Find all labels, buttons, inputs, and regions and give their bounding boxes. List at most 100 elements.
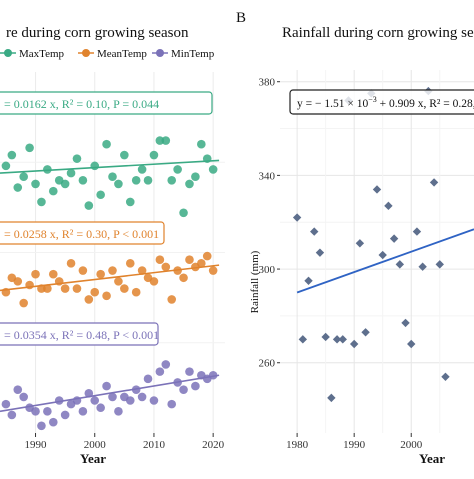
point-maxtemp — [125, 197, 135, 207]
panel-b-x-ticks: 1980 1990 2000 — [286, 433, 423, 451]
rainfall-point — [412, 227, 422, 236]
point-mintemp — [72, 396, 82, 405]
point-maxtemp — [120, 150, 129, 160]
panel-b-x-tick-label: 2000 — [400, 439, 423, 451]
point-meantemp — [108, 266, 117, 275]
point-maxtemp — [108, 172, 117, 181]
annotation-prefix: y = − 1.51 × 10 — [297, 98, 368, 110]
point-maxtemp — [13, 183, 23, 192]
point-mintemp — [149, 396, 159, 405]
rainfall-point — [298, 335, 308, 344]
point-meantemp — [1, 287, 11, 297]
annotation-text-meantemp: = 0.0258 x, R² = 0.30, P < 0.001 — [4, 227, 159, 241]
legend-label-mintemp: MinTemp — [171, 48, 215, 60]
annotation-text-mintemp: = 0.0354 x, R² = 0.48, P < 0.001 — [4, 328, 159, 342]
point-meantemp — [54, 277, 64, 286]
point-mintemp — [125, 396, 135, 405]
panel-a: re during corn growing season MaxTemp Mea… — [0, 25, 225, 466]
point-mintemp — [108, 392, 117, 402]
panel-b-trend-line-segment — [296, 228, 474, 294]
point-maxtemp — [31, 179, 40, 189]
panel-a-x-tick-label: 2000 — [84, 439, 107, 451]
panel-a-title: re during corn growing season — [6, 25, 189, 41]
trend-line-mintemp — [0, 374, 220, 413]
annotation-suffix: + 0.909 x, R² = 0.28, P — [377, 98, 474, 110]
panel-b-x-tick-label: 1990 — [343, 439, 366, 451]
panel-b-points — [292, 86, 450, 403]
point-mintemp — [185, 367, 194, 376]
point-meantemp — [161, 262, 171, 272]
point-mintemp — [31, 407, 40, 416]
point-meantemp — [167, 295, 177, 304]
legend-label-meantemp: MeanTemp — [97, 48, 147, 60]
point-maxtemp — [191, 172, 200, 181]
annotation-exponent: −3 — [368, 95, 377, 104]
point-maxtemp — [102, 139, 111, 149]
rainfall-point — [389, 234, 399, 243]
panel-b-y-ticks: 260 300 340 380 — [259, 77, 280, 370]
panel-b-annotation-text: y = − 1.51 × 10−3 + 0.909 x, R² = 0.28, … — [297, 95, 474, 110]
point-maxtemp — [155, 136, 165, 145]
point-meantemp — [131, 287, 141, 297]
rainfall-point — [321, 332, 330, 342]
point-meantemp — [78, 266, 88, 275]
trend-line-meantemp — [0, 264, 220, 292]
rainfall-point — [327, 393, 336, 403]
rainfall-point — [407, 339, 416, 349]
legend-marker-meantemp — [82, 49, 90, 57]
point-mintemp — [161, 360, 171, 369]
point-mintemp — [143, 374, 153, 384]
rainfall-point — [378, 250, 387, 260]
panel-a-points — [1, 136, 218, 431]
panel-b-grid — [280, 70, 474, 433]
point-mintemp — [43, 407, 52, 416]
point-meantemp — [114, 277, 123, 286]
point-maxtemp — [37, 197, 46, 207]
point-maxtemp — [114, 179, 123, 189]
point-mintemp — [54, 396, 64, 405]
point-mintemp — [96, 403, 105, 413]
panel-b-y-tick-label: 340 — [259, 170, 276, 182]
panel-a-x-tick-label: 2020 — [202, 439, 225, 451]
rainfall-point — [349, 339, 359, 349]
rainfall-point — [441, 372, 450, 381]
point-maxtemp — [72, 154, 82, 163]
point-meantemp — [43, 284, 52, 293]
point-mintemp — [19, 392, 28, 402]
point-meantemp — [37, 284, 46, 293]
point-mintemp — [114, 407, 123, 416]
point-maxtemp — [78, 176, 88, 185]
point-mintemp — [191, 381, 200, 391]
annotation-box-mintemp — [0, 322, 159, 346]
point-meantemp — [72, 284, 82, 293]
point-meantemp — [13, 277, 23, 286]
point-mintemp — [131, 385, 141, 394]
rainfall-point — [435, 260, 444, 269]
point-mintemp — [1, 399, 11, 409]
point-maxtemp — [19, 172, 28, 181]
point-meantemp — [185, 255, 194, 265]
point-mintemp — [37, 421, 46, 431]
point-meantemp — [84, 295, 94, 304]
point-meantemp — [90, 287, 100, 297]
panel-b-y-tick-label: 300 — [259, 264, 276, 276]
panel-b-label: B — [236, 10, 246, 26]
point-mintemp — [102, 381, 111, 391]
point-meantemp — [202, 251, 212, 261]
point-maxtemp — [202, 154, 212, 163]
rainfall-point — [429, 178, 439, 187]
rainfall-point — [418, 262, 427, 271]
point-maxtemp — [131, 176, 141, 185]
point-maxtemp — [149, 150, 159, 160]
rainfall-point — [361, 328, 370, 337]
point-meantemp — [197, 259, 206, 268]
point-maxtemp — [60, 179, 70, 189]
rainfall-point — [310, 227, 319, 236]
point-meantemp — [31, 269, 40, 279]
point-meantemp — [96, 269, 105, 279]
point-maxtemp — [197, 139, 206, 149]
panel-b-trend-line — [296, 228, 474, 294]
point-maxtemp — [143, 176, 153, 185]
point-meantemp — [19, 298, 28, 308]
